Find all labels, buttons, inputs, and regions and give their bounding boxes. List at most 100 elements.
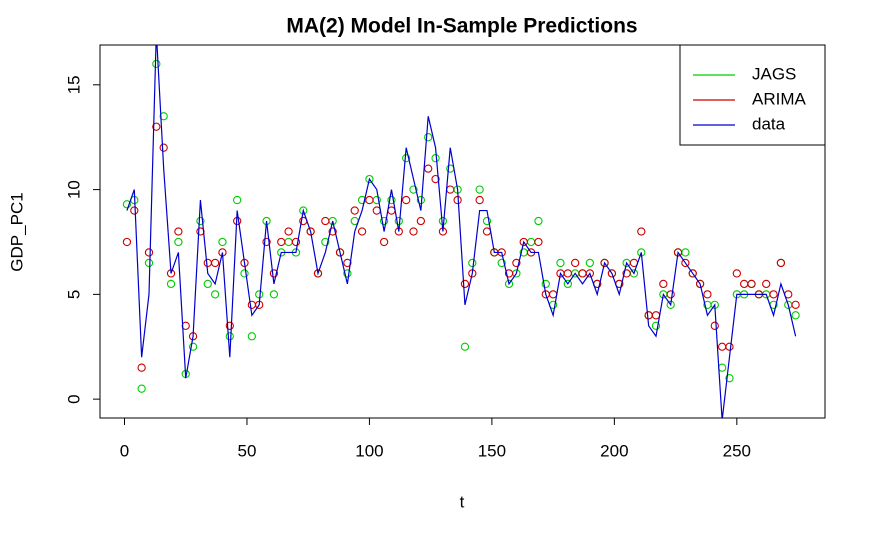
point [152,59,161,69]
point [460,279,470,289]
legend-label: data [752,114,786,133]
point [144,248,154,257]
data-line [126,45,797,418]
point [335,248,345,257]
point [277,237,286,247]
point [130,206,139,215]
point [409,185,418,194]
point [416,216,426,226]
point [174,237,183,247]
point [394,216,403,226]
point [402,195,411,205]
point [424,133,433,142]
y-axis-label: GDP_PC1 [7,192,26,271]
legend-label: ARIMA [752,89,807,108]
point [225,321,234,330]
x-tick-label: 150 [478,441,506,460]
point [225,332,234,341]
point [174,227,183,236]
point [563,279,572,289]
point [321,216,330,226]
y-tick-label: 15 [64,75,83,94]
point [659,279,668,289]
point [350,206,359,215]
point [196,216,205,226]
point [563,269,572,278]
point [666,290,675,299]
point [725,374,734,383]
y-tick-label: 5 [64,290,83,299]
point [637,227,646,236]
x-tick-label: 50 [237,441,256,460]
point [166,279,176,289]
point [688,269,697,278]
plot-area [122,45,800,418]
point [475,185,484,194]
point [504,279,514,289]
point [747,279,756,289]
point [512,258,521,268]
point [475,195,484,205]
x-axis-label: t [460,492,465,511]
point [504,269,514,278]
point [460,342,470,351]
point [262,237,271,247]
point [269,269,279,278]
point [600,258,609,268]
point [188,342,198,351]
point [791,311,800,320]
point [585,258,595,268]
point [343,269,352,278]
point [306,227,315,236]
point [387,195,396,205]
point [137,363,146,372]
point [210,258,220,268]
point [681,258,690,268]
point [431,154,440,163]
legend-label: JAGS [752,64,796,83]
point [269,290,279,299]
point [409,227,418,236]
point [203,279,212,289]
x-tick-label: 250 [723,441,751,460]
point [357,227,367,236]
x-tick-label: 0 [120,441,129,460]
y-tick-label: 10 [64,180,83,199]
point [732,269,741,278]
point [791,300,800,309]
point [622,269,631,278]
point [365,174,374,184]
point [365,195,374,205]
point [343,258,352,268]
point [431,174,440,184]
x-tick-label: 200 [600,441,628,460]
point [122,200,132,209]
point [762,279,771,289]
point [313,269,323,278]
point [519,237,528,247]
point [328,227,337,236]
point [144,258,154,268]
x-tick-label: 100 [355,441,383,460]
point [291,237,301,247]
point [651,321,661,330]
point [607,269,617,278]
point [159,112,168,121]
point [122,237,132,247]
legend-box [679,44,826,146]
point [137,384,146,393]
point [703,290,712,299]
point [218,237,227,247]
point [534,237,543,247]
point [152,122,161,131]
point [210,290,220,299]
point [571,258,580,268]
point [776,258,786,268]
point [695,279,705,289]
y-tick-label: 0 [64,394,83,403]
point [585,269,595,278]
point [556,258,565,268]
point [240,269,249,278]
point [725,342,734,351]
